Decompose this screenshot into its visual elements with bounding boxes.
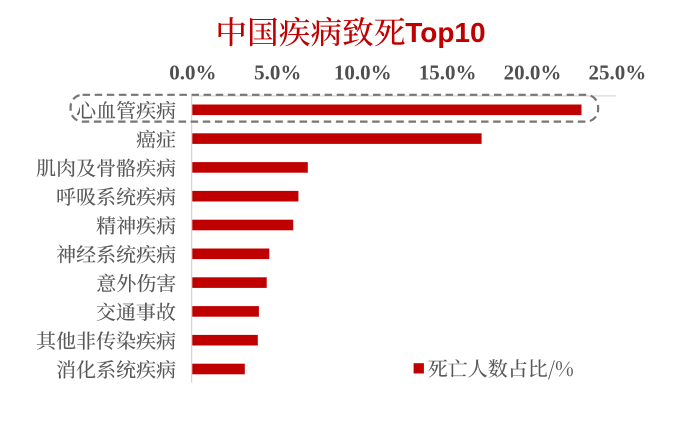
svg-text:15.0%: 15.0% — [419, 60, 477, 84]
svg-text:5.0%: 5.0% — [254, 60, 301, 84]
svg-text:10.0%: 10.0% — [334, 60, 392, 84]
svg-text:20.0%: 20.0% — [504, 60, 562, 84]
svg-text:0.0%: 0.0% — [169, 60, 216, 84]
svg-text:Top10: Top10 — [405, 17, 485, 48]
svg-text:25.0%: 25.0% — [589, 60, 647, 84]
